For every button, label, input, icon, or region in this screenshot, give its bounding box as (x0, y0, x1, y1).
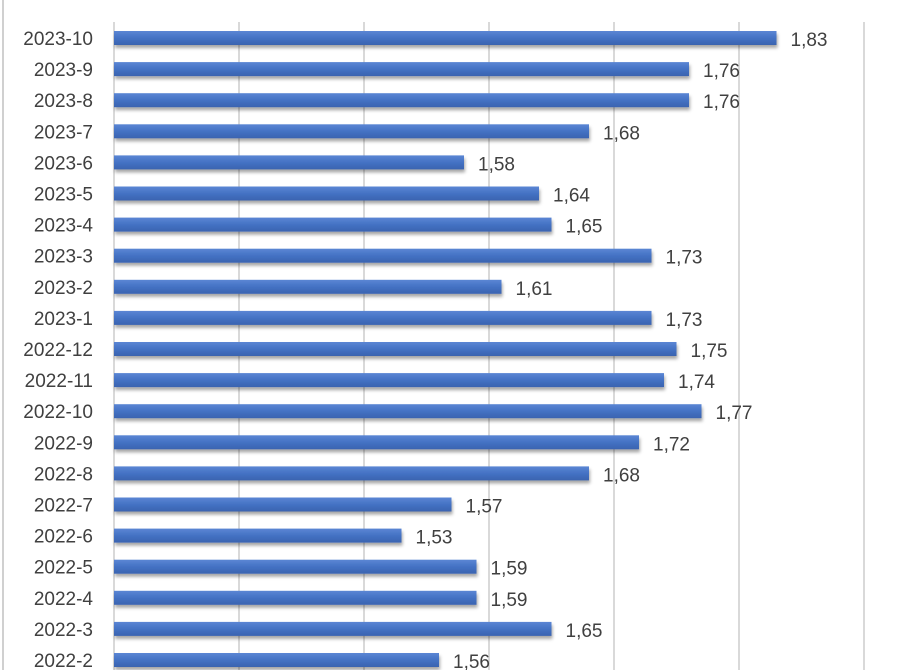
category-label: 2022-9 (34, 433, 93, 454)
bar (114, 528, 402, 543)
category-label: 2022-2 (34, 651, 93, 670)
value-label: 1,74 (678, 372, 715, 393)
value-label: 1,57 (466, 497, 503, 518)
bar (114, 279, 502, 294)
category-label: 2022-5 (34, 558, 93, 579)
category-label: 2023-4 (34, 216, 94, 237)
category-label: 2023-2 (34, 278, 93, 299)
value-label: 1,61 (516, 279, 553, 300)
bar (114, 590, 477, 605)
value-label: 1,73 (666, 248, 703, 269)
value-label: 1,65 (566, 217, 603, 238)
category-label: 2022-8 (34, 464, 93, 485)
category-label: 2022-11 (25, 371, 93, 392)
value-label: 1,76 (703, 61, 740, 82)
category-label: 2023-5 (34, 185, 93, 206)
value-label: 1,68 (603, 465, 640, 486)
value-label: 1,64 (553, 186, 590, 207)
value-label: 1,59 (491, 559, 528, 580)
bar (114, 435, 639, 450)
bar (114, 124, 589, 139)
bar (114, 373, 664, 388)
bar (114, 559, 477, 574)
bar (114, 497, 452, 512)
bar (114, 93, 689, 108)
category-label: 2023-7 (34, 122, 93, 143)
bar (114, 466, 589, 481)
bar (114, 217, 552, 232)
category-label: 2023-1 (34, 309, 93, 330)
bar (114, 653, 439, 667)
value-label: 1,65 (566, 621, 603, 642)
category-label: 2023-3 (34, 247, 93, 268)
bar (114, 62, 689, 77)
category-label: 2022-10 (23, 402, 93, 423)
category-label: 2022-4 (34, 589, 94, 610)
value-label: 1,56 (453, 652, 490, 670)
value-label: 1,72 (653, 434, 690, 455)
bar (114, 186, 539, 201)
value-label: 1,77 (716, 403, 753, 424)
bar (114, 342, 677, 356)
category-label: 2023-9 (34, 60, 93, 81)
bar (114, 310, 652, 325)
category-label: 2022-6 (34, 527, 93, 548)
value-label: 1,58 (478, 154, 515, 175)
bar (114, 621, 552, 636)
value-label: 1,59 (491, 590, 528, 611)
value-label: 1,53 (416, 528, 453, 549)
category-label: 2023-6 (34, 153, 93, 174)
bar (114, 31, 777, 45)
value-label: 1,73 (666, 310, 703, 331)
bar (114, 248, 652, 263)
category-label: 2022-7 (34, 496, 93, 517)
category-label: 2022-3 (34, 620, 93, 641)
value-label: 1,83 (791, 30, 828, 51)
bar (114, 155, 464, 170)
value-label: 1,76 (703, 92, 740, 113)
value-label: 1,68 (603, 123, 640, 144)
bar (114, 404, 702, 419)
category-label: 2022-12 (23, 340, 93, 361)
category-label: 2023-8 (34, 91, 93, 112)
category-label: 2023-10 (23, 29, 93, 50)
value-label: 1,75 (691, 341, 728, 362)
